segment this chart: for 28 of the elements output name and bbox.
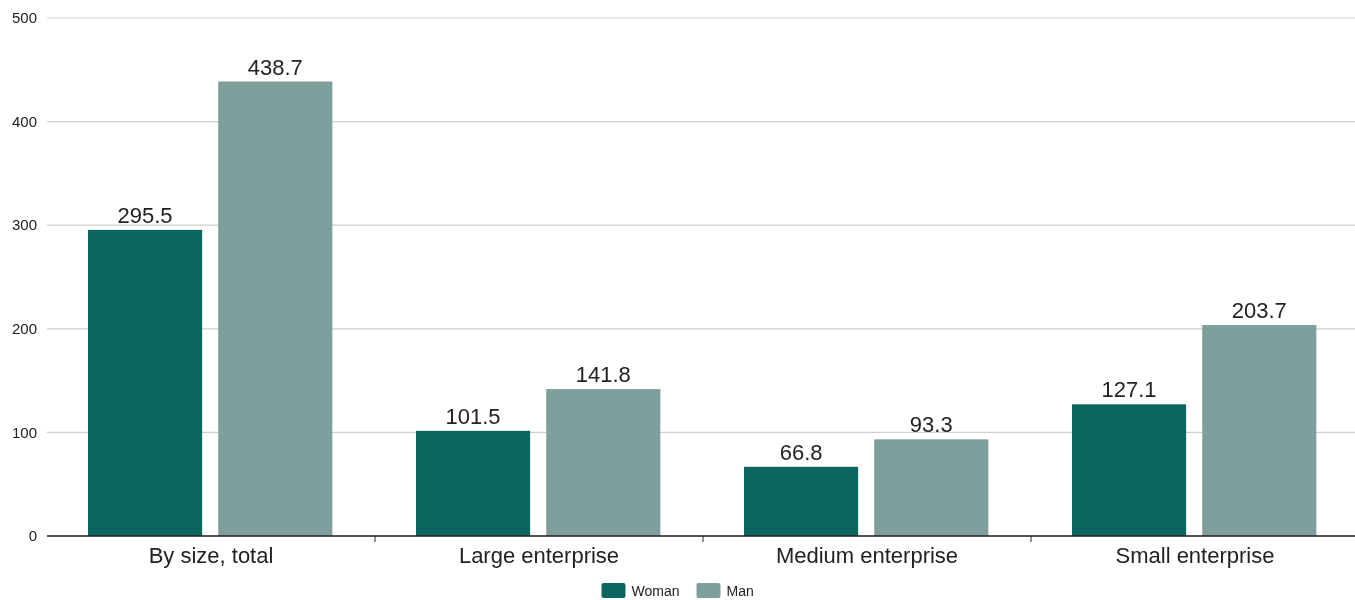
y-tick-label: 100 [11, 423, 37, 441]
bar [744, 466, 859, 536]
y-tick-label: 500 [11, 9, 37, 27]
bar [218, 81, 333, 536]
legend-label: Man [726, 582, 754, 599]
bar [1202, 324, 1317, 536]
data-label: 101.5 [445, 403, 501, 429]
bar [1072, 404, 1187, 536]
x-tick-label: By size, total [148, 543, 274, 568]
x-tick-label: Large enterprise [458, 543, 620, 568]
y-tick-label: 300 [11, 216, 37, 234]
bar [416, 430, 531, 536]
bar [546, 389, 661, 536]
data-label: 141.8 [575, 362, 631, 388]
x-tick-label: Small enterprise [1115, 543, 1275, 568]
data-label: 127.1 [1101, 377, 1157, 403]
y-tick-label: 200 [11, 320, 37, 338]
data-label: 93.3 [909, 412, 953, 438]
bar [88, 229, 203, 536]
bar [874, 439, 989, 536]
data-label: 203.7 [1231, 297, 1287, 323]
data-label: 438.7 [247, 54, 303, 80]
legend-label: Woman [631, 582, 680, 599]
y-tick-label: 0 [28, 527, 37, 545]
data-label: 295.5 [117, 202, 173, 228]
x-tick-label: Medium enterprise [775, 543, 959, 568]
data-label: 66.8 [779, 439, 823, 465]
y-tick-label: 400 [11, 112, 37, 130]
